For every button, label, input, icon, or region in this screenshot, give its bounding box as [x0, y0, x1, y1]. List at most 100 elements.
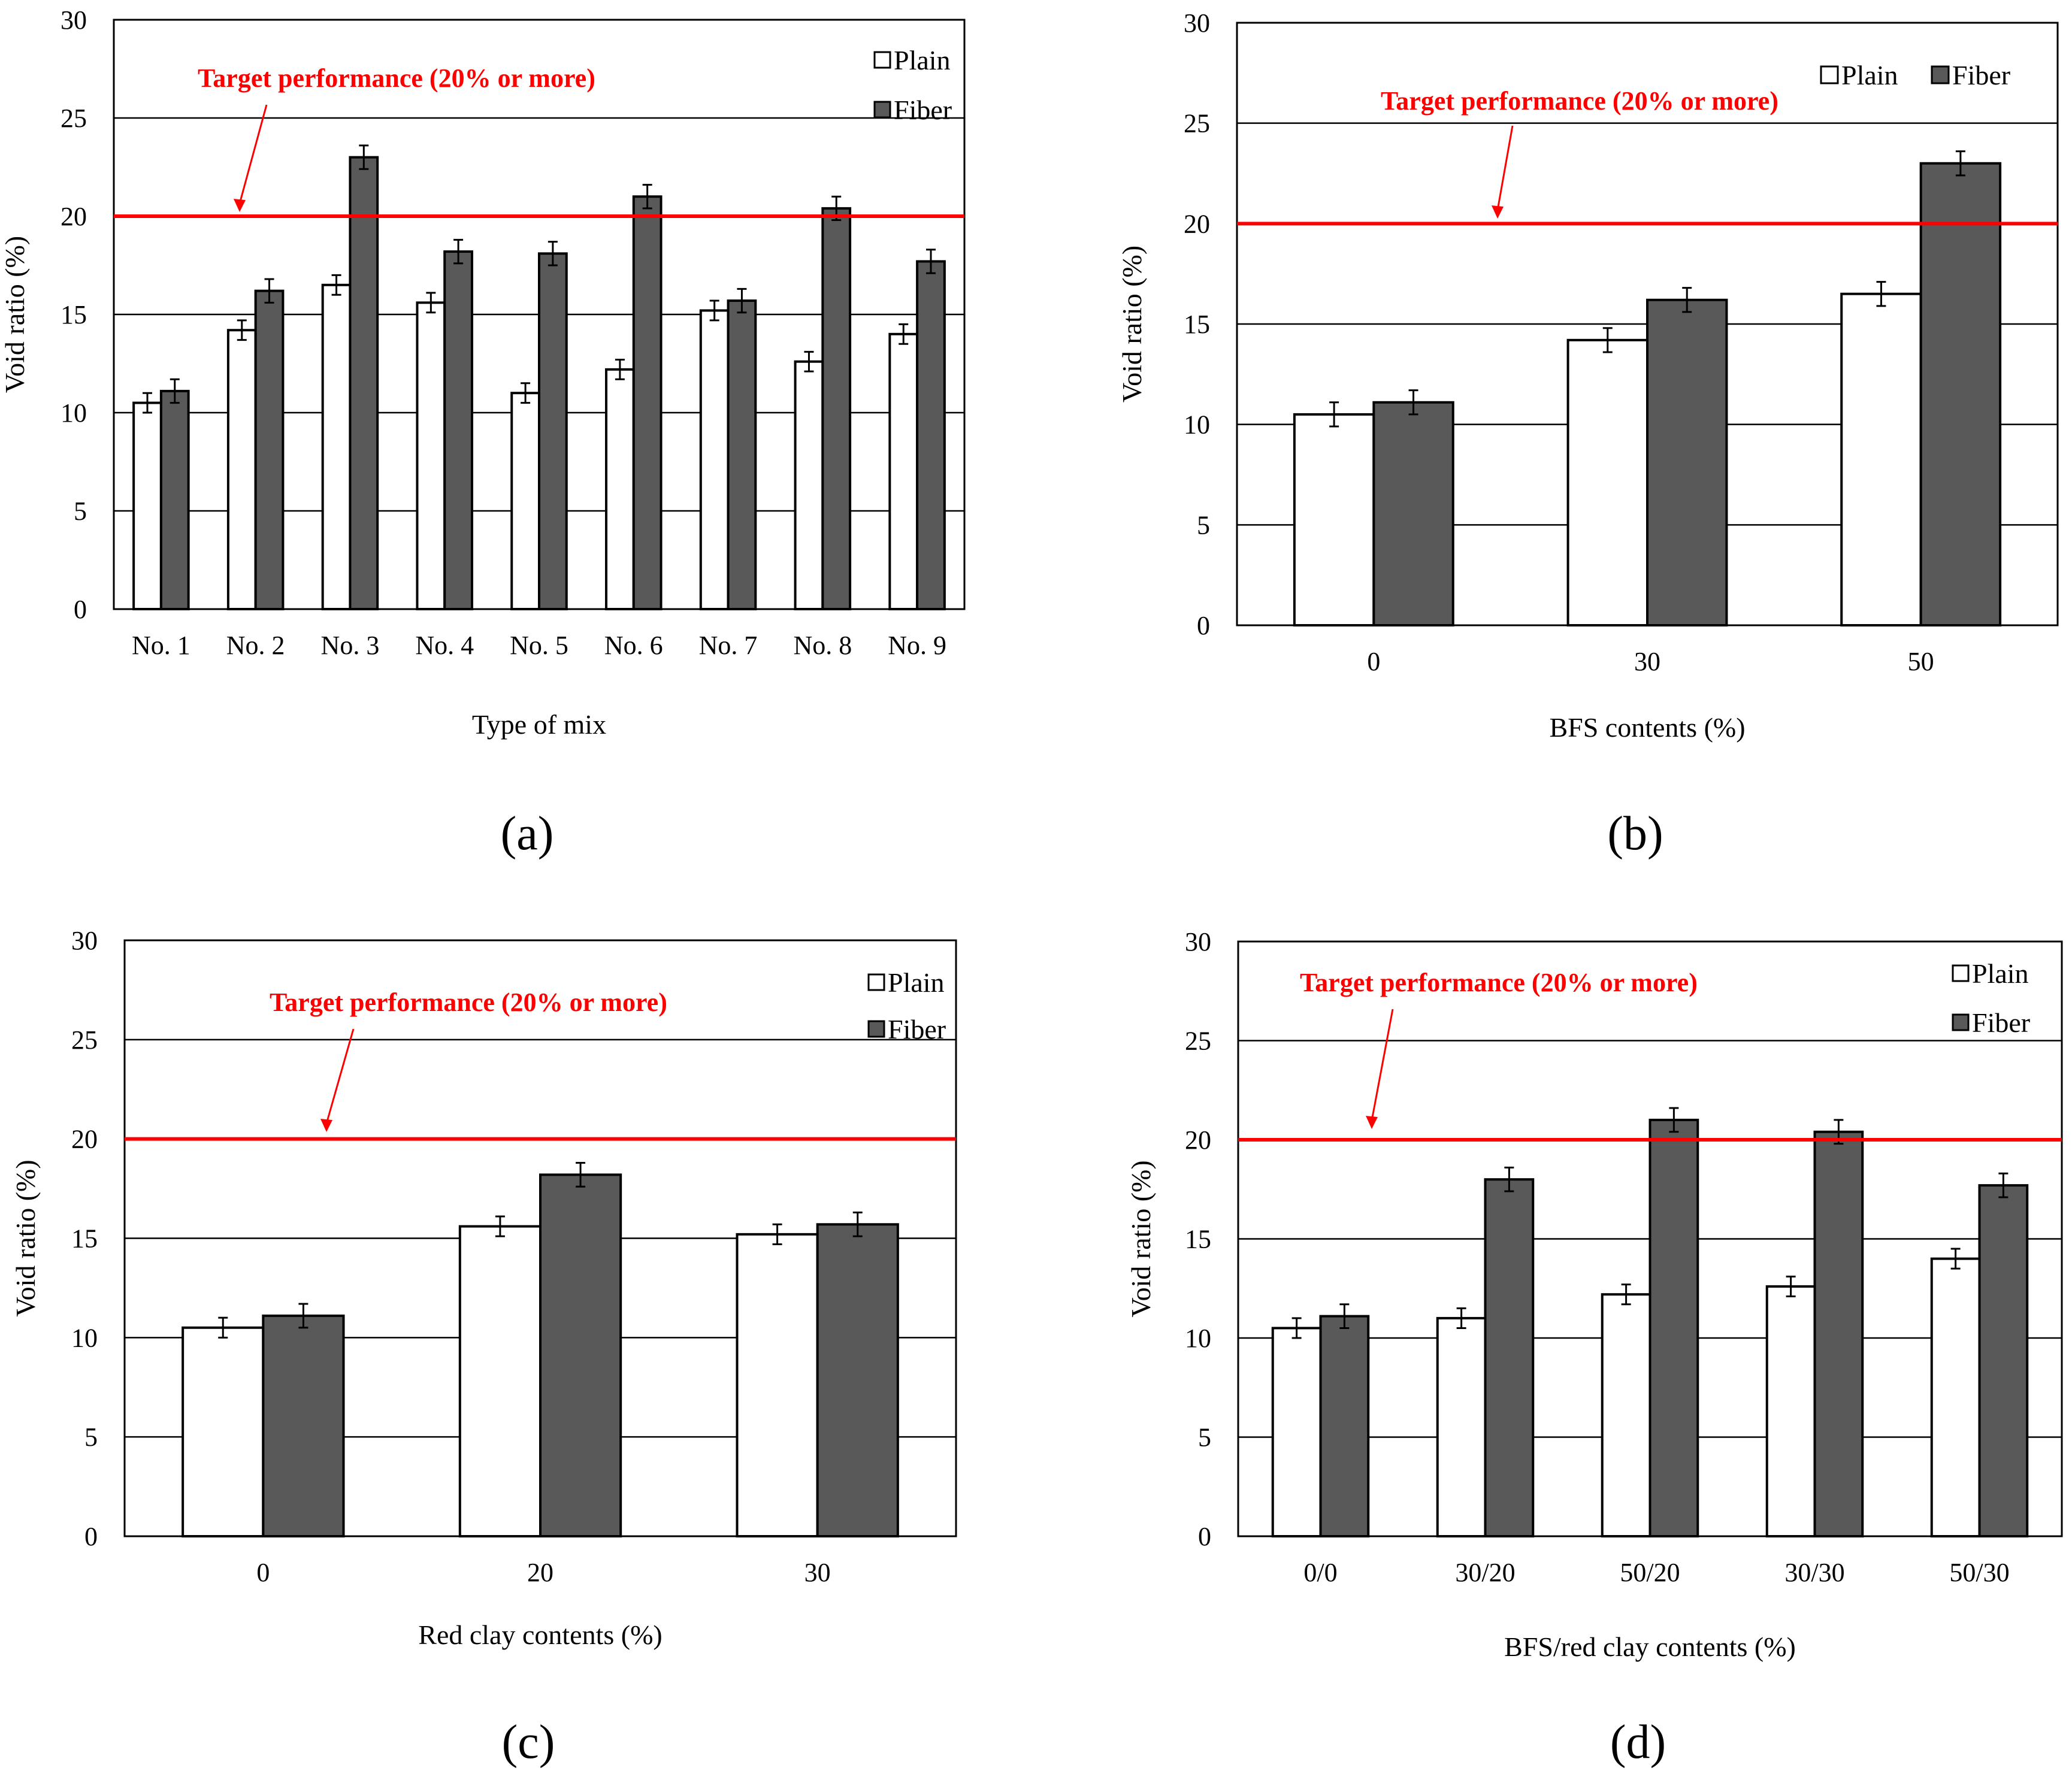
y-tick-label: 25: [1185, 1027, 1211, 1056]
legend-swatch-plain: [873, 51, 891, 69]
x-tick-label: 30/30: [1784, 1558, 1844, 1587]
legend-label-fiber: Fiber: [888, 1014, 946, 1045]
fiber-bar: [1484, 1178, 1535, 1537]
legend-swatch-fiber: [1952, 1013, 1970, 1031]
chart-panel-d: 0/0 30/20 50/20 30/30 50/30 0 5 10 15 20 25 30 Targe…: [1126, 927, 2063, 1769]
x-tick-label: No. 4: [415, 631, 474, 660]
x-axis-title: BFS/red clay contents (%): [1504, 1631, 1796, 1662]
x-tick-label: 50: [1908, 647, 1934, 676]
y-tick-label: 15: [1185, 1225, 1211, 1254]
fiber-bar: [1319, 1315, 1370, 1538]
fiber-bar: [262, 1314, 345, 1538]
legend-swatch-fiber: [1931, 65, 1950, 84]
x-tick-label: No. 6: [604, 631, 663, 660]
fiber-bar: [538, 252, 568, 610]
plain-bar: [888, 332, 919, 610]
x-tick-label: 0/0: [1303, 1558, 1337, 1587]
target-arrowhead: [320, 1119, 332, 1132]
fiber-bar: [443, 250, 473, 611]
fiber-bar: [1372, 401, 1454, 627]
plain-bar: [699, 309, 730, 610]
y-tick-label: 10: [1184, 410, 1210, 440]
x-tick-label: 50/30: [1949, 1558, 2009, 1587]
fiber-bar: [727, 299, 757, 611]
panel-label: (c): [502, 1716, 555, 1769]
legend-label-fiber: Fiber: [894, 95, 952, 125]
fiber-bar: [1648, 1118, 1699, 1537]
x-tick-label: 30: [804, 1558, 831, 1587]
plain-bar: [1930, 1257, 1981, 1538]
x-tick-label: No. 3: [321, 631, 380, 660]
plain-bar: [182, 1326, 265, 1537]
y-tick-label: 15: [1184, 310, 1210, 339]
y-tick-label: 5: [84, 1422, 98, 1452]
plain-bar: [226, 329, 257, 610]
plain-bar: [1765, 1285, 1816, 1537]
y-tick-label: 30: [71, 926, 98, 955]
plot-frame: [123, 939, 957, 1537]
y-tick-label: 5: [1198, 1423, 1211, 1452]
target-arrow: [1496, 125, 1514, 211]
target-arrowhead: [1492, 205, 1504, 219]
plain-bar: [510, 392, 540, 610]
legend-label-plain: Plain: [1841, 60, 1898, 90]
fiber-bar: [1813, 1130, 1864, 1537]
plot-frame: [1236, 22, 2059, 626]
panel-label: (a): [501, 807, 554, 860]
y-tick-label: 15: [61, 300, 87, 329]
plain-bar: [321, 283, 352, 610]
target-label: Target performance (20% or more): [270, 988, 667, 1017]
legend-label-plain: Plain: [888, 967, 945, 998]
y-tick-label: 0: [1197, 611, 1210, 640]
y-tick-label: 20: [1185, 1125, 1211, 1155]
y-axis-title: Void ratio (%): [1117, 246, 1147, 402]
fiber-bar: [632, 195, 663, 610]
target-arrowhead: [234, 199, 246, 212]
y-tick-label: 15: [71, 1224, 98, 1254]
y-tick-label: 5: [1197, 510, 1210, 540]
plain-bar: [1566, 338, 1648, 626]
fiber-bar: [1919, 162, 2002, 626]
x-axis-title: Red clay contents (%): [418, 1619, 662, 1650]
target-arrow: [1371, 1009, 1394, 1121]
x-axis-title: BFS contents (%): [1549, 712, 1745, 743]
legend-swatch-plain: [1820, 65, 1839, 84]
target-arrow: [238, 104, 268, 204]
target-label: Target performance (20% or more): [1381, 86, 1778, 116]
y-tick-label: 10: [61, 398, 87, 428]
fiber-bar: [349, 156, 379, 611]
x-axis-title: Type of mix: [472, 709, 606, 740]
x-tick-label: 50/20: [1620, 1558, 1680, 1587]
legend-swatch-fiber: [873, 101, 891, 119]
y-tick-label: 25: [71, 1025, 98, 1055]
target-label: Target performance (20% or more): [1300, 968, 1698, 997]
fiber-bar: [1646, 298, 1728, 626]
y-tick-label: 25: [1184, 109, 1210, 138]
panel-label: (b): [1607, 807, 1663, 860]
y-tick-label: 20: [71, 1125, 98, 1154]
x-tick-label: No. 8: [793, 631, 852, 660]
y-tick-label: 5: [74, 497, 87, 526]
legend-label-fiber: Fiber: [1972, 1007, 2030, 1038]
x-tick-label: No. 1: [132, 631, 190, 660]
y-tick-label: 10: [1185, 1324, 1211, 1353]
plain-bar: [1436, 1316, 1487, 1537]
plain-bar: [458, 1225, 542, 1537]
x-tick-label: No. 2: [226, 631, 285, 660]
plain-bar: [736, 1233, 819, 1538]
fiber-bar: [821, 207, 852, 610]
y-tick-label: 0: [84, 1522, 98, 1551]
legend-swatch-plain: [1952, 964, 1970, 982]
legend-swatch-plain: [867, 973, 885, 991]
chart-panel-b: 0 30 50 0 5 10 15 20 25 30 Target performance (20%…: [1117, 8, 2059, 860]
plain-bar: [1840, 292, 1922, 626]
target-arrow: [325, 1028, 355, 1124]
x-tick-label: 30/20: [1455, 1558, 1515, 1587]
x-tick-label: No. 7: [699, 631, 758, 660]
x-tick-label: 30: [1634, 647, 1660, 676]
panel-label: (d): [1610, 1716, 1666, 1769]
fiber-bar: [916, 260, 946, 610]
fiber-bar: [1978, 1184, 2029, 1537]
chart-panel-a: No. 1 No. 2 No. 3 No. 4 No. 5 No. 6 No. 7 No. 8…: [0, 5, 966, 860]
